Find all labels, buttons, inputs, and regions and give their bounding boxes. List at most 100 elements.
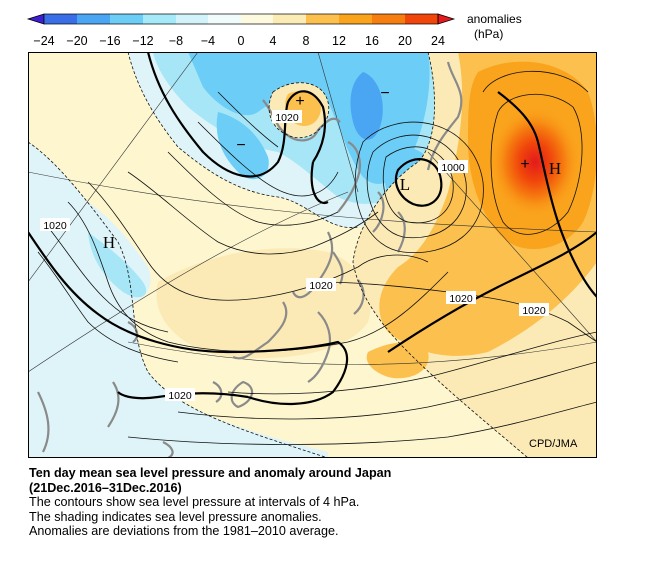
negative-anomaly-mark: − xyxy=(380,85,389,102)
coastline xyxy=(232,301,288,360)
coastline xyxy=(107,381,120,428)
pressure-anomaly-map: 1020 1000 1020 1020 1020 1020 xyxy=(28,52,597,458)
colorbar-swatch xyxy=(208,14,241,24)
coastline xyxy=(332,251,344,285)
isobar-1020 xyxy=(310,161,329,205)
caption-line: The shading indicates sea level pressure… xyxy=(29,509,322,524)
graticule-line xyxy=(127,341,597,365)
coastline xyxy=(397,211,406,253)
negative-anomaly-area xyxy=(28,142,328,458)
isobar-label: 1020 xyxy=(272,110,302,124)
colorbar-tick: 0 xyxy=(238,34,245,48)
isobar xyxy=(127,171,379,255)
negative-anomaly-area xyxy=(350,72,383,140)
colorbar-tick: −8 xyxy=(169,34,183,48)
isobar xyxy=(217,91,279,148)
isobar-label: 1020 xyxy=(306,278,336,292)
low-pressure-symbol: L xyxy=(400,175,410,194)
colorbar-tick: 12 xyxy=(332,34,346,48)
caption-period: (21Dec.2016–31Dec.2016) xyxy=(29,480,182,495)
isobar-label: 1020 xyxy=(165,388,195,402)
caption-line: Anomalies are deviations from the 1981–2… xyxy=(29,524,339,539)
coastline xyxy=(372,191,385,233)
negative-anomaly-area xyxy=(216,112,269,180)
svg-text:1020: 1020 xyxy=(522,305,546,317)
graticule-line xyxy=(28,52,199,283)
isobar-label: 1020 xyxy=(519,303,549,317)
positive-anomaly-mark: + xyxy=(520,156,529,173)
colorbar-tick: 16 xyxy=(365,34,379,48)
zero-anomaly-contour xyxy=(127,52,359,228)
isobar-1020 xyxy=(387,231,597,353)
colorbar-tick: 4 xyxy=(270,34,277,48)
svg-text:1020: 1020 xyxy=(275,112,299,124)
negative-anomaly-area xyxy=(88,232,147,298)
isobar-1020 xyxy=(146,52,327,178)
coastline xyxy=(212,381,223,403)
isobar xyxy=(37,251,179,363)
isobar-label: 1000 xyxy=(438,160,468,174)
isobar xyxy=(87,181,429,301)
isobar xyxy=(482,70,589,93)
isobar-label: 1020 xyxy=(40,218,70,232)
colorbar-left-arrow xyxy=(26,13,45,25)
positive-anomaly-area xyxy=(366,342,429,379)
zero-anomaly-contour xyxy=(268,82,330,139)
isobar xyxy=(227,331,597,395)
colorbar-swatch xyxy=(372,14,405,24)
isobar xyxy=(366,134,467,239)
graticule-line xyxy=(28,171,597,233)
isobar xyxy=(67,201,449,352)
negative-anomaly-mark: − xyxy=(236,137,245,154)
isobar xyxy=(354,121,484,254)
isobar xyxy=(197,121,339,197)
colorbar-tick: −24 xyxy=(33,34,54,48)
anomaly-colorbar: −24 −20 −16 −12 −8 −4 0 4 8 12 16 20 24 … xyxy=(26,12,522,48)
isobar-label: 1020 xyxy=(446,291,476,305)
positive-anomaly-area xyxy=(156,248,371,359)
zero-anomaly-contour xyxy=(28,141,329,458)
coastline xyxy=(307,311,332,383)
colorbar-swatch xyxy=(77,14,110,24)
isobar xyxy=(167,151,339,226)
graticule-line xyxy=(317,52,359,193)
positive-anomaly-mark: + xyxy=(295,93,304,110)
caption-title: Ten day mean sea level pressure and anom… xyxy=(29,466,392,480)
colorbar-tick: −16 xyxy=(99,34,120,48)
coastline xyxy=(337,141,362,213)
map-caption: Ten day mean sea level pressure and anom… xyxy=(29,466,629,539)
positive-anomaly-core xyxy=(490,107,580,217)
graticule-line xyxy=(28,191,349,373)
colorbar-tick: 8 xyxy=(303,34,310,48)
zero-anomaly-contour xyxy=(352,52,529,458)
coastline xyxy=(162,441,174,458)
colorbar-swatch xyxy=(110,14,143,24)
graticule-line xyxy=(427,151,597,343)
colorbar-tick: 20 xyxy=(398,34,412,48)
colorbar-swatch xyxy=(44,14,77,24)
coastline xyxy=(37,391,50,453)
svg-text:1020: 1020 xyxy=(449,293,473,305)
coastline xyxy=(230,380,254,409)
isobar-1020 xyxy=(497,91,597,298)
colorbar-tick: −12 xyxy=(132,34,153,48)
isobar xyxy=(47,226,169,333)
map-frame xyxy=(28,52,597,458)
colorbar-swatch xyxy=(143,14,176,24)
colorbar-tick: 24 xyxy=(431,34,445,48)
colorbar-swatch xyxy=(176,14,208,24)
isobar xyxy=(382,146,454,224)
svg-text:1020: 1020 xyxy=(43,220,67,232)
coastline xyxy=(426,61,463,171)
colorbar-swatch xyxy=(405,14,438,24)
colorbar-right-arrow xyxy=(437,13,456,25)
colorbar-unit: (hPa) xyxy=(474,27,503,41)
isobar-1020 xyxy=(117,391,249,400)
colorbar-swatch xyxy=(306,14,339,24)
caption-line: The contours show sea level pressure at … xyxy=(29,495,360,510)
isobar xyxy=(490,93,583,235)
svg-text:1000: 1000 xyxy=(441,162,465,174)
colorbar-swatch xyxy=(273,14,306,24)
isobar xyxy=(177,361,597,420)
credit-label: CPD/JMA xyxy=(529,438,578,450)
